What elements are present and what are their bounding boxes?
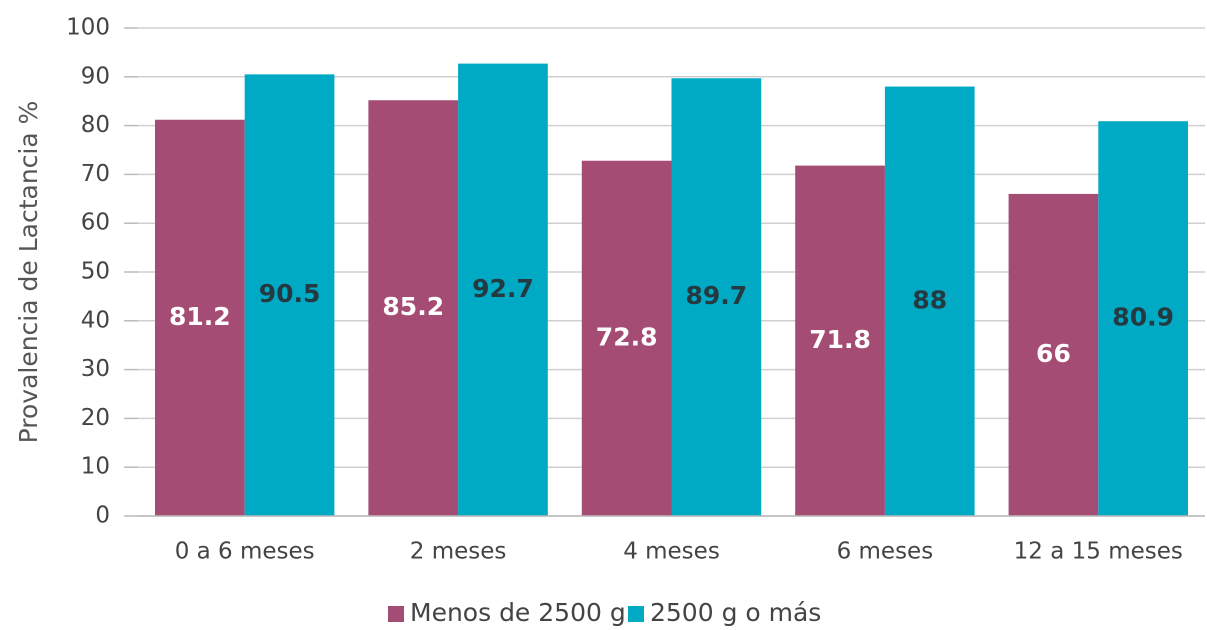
bar [671, 78, 762, 516]
y-tick-label: 10 [81, 454, 110, 480]
bar [1098, 121, 1188, 516]
y-tick-label: 80 [81, 112, 110, 138]
bar [368, 100, 459, 516]
y-axis-label: Provalencia de Lactancia % [14, 101, 43, 444]
bar [884, 86, 975, 516]
x-tick-label: 12 a 15 meses [1014, 539, 1183, 565]
legend-swatch [388, 606, 404, 622]
value-label: 89.7 [686, 281, 748, 310]
bar [155, 119, 245, 516]
y-tick-label: 60 [81, 210, 110, 236]
legend-label: Menos de 2500 g [410, 598, 626, 627]
value-label: 88 [912, 285, 947, 314]
x-tick-label: 6 meses [837, 539, 934, 565]
bar [458, 63, 548, 517]
value-label: 90.5 [259, 279, 321, 308]
bar [581, 160, 672, 516]
x-tick-label: 0 a 6 meses [175, 539, 315, 565]
value-label: 71.8 [809, 325, 871, 354]
y-tick-label: 40 [81, 307, 110, 333]
y-tick-label: 90 [81, 63, 110, 89]
legend-swatch [628, 606, 644, 622]
bar [795, 165, 885, 516]
value-label: 72.8 [596, 322, 658, 351]
value-label: 92.7 [472, 274, 534, 303]
y-tick-label: 100 [66, 15, 110, 41]
y-tick-label: 30 [81, 356, 110, 382]
y-tick-label: 0 [95, 503, 110, 529]
y-tick-label: 20 [81, 405, 110, 431]
legend-label: 2500 g o más [650, 598, 821, 627]
x-tick-label: 4 meses [623, 539, 720, 565]
value-label: 66 [1036, 339, 1071, 368]
x-tick-label: 2 meses [410, 539, 507, 565]
value-label: 85.2 [382, 292, 444, 321]
value-label: 81.2 [169, 302, 231, 331]
y-tick-label: 70 [81, 161, 110, 187]
value-label: 80.9 [1112, 303, 1174, 332]
bar [244, 74, 335, 517]
y-tick-label: 50 [81, 259, 110, 285]
bar [1008, 193, 1099, 517]
